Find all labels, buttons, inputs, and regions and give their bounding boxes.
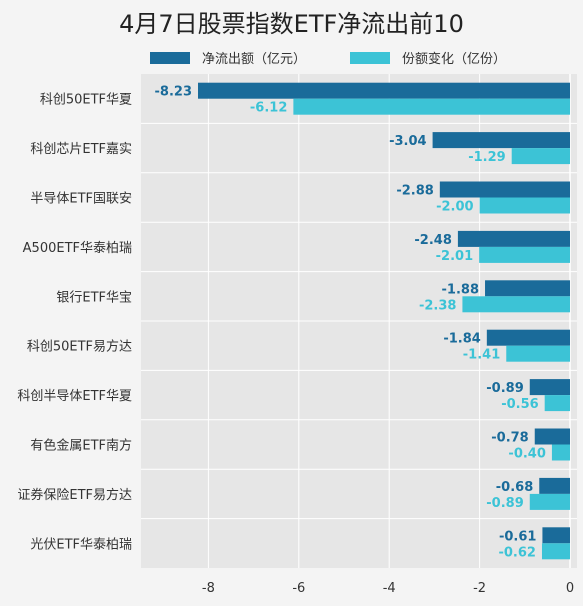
bar-outflow — [457, 230, 570, 247]
bar-share — [529, 493, 570, 510]
data-label-outflow: -1.88 — [442, 282, 479, 297]
bar-share — [462, 296, 570, 313]
bar-share — [506, 345, 570, 362]
category-label: 半导体ETF国联安 — [30, 192, 132, 207]
data-label-outflow: -0.68 — [496, 480, 533, 495]
x-tick-label: -4 — [383, 581, 396, 596]
category-label: 科创芯片ETF嘉实 — [30, 142, 132, 157]
data-label-outflow: -2.48 — [414, 233, 451, 248]
x-tick-label: -6 — [292, 581, 305, 596]
legend-swatch-share — [350, 51, 391, 64]
data-label-outflow: -0.89 — [486, 381, 523, 396]
category-label: 有色金属ETF南方 — [30, 438, 132, 454]
x-tick-label: -8 — [202, 581, 215, 596]
data-label-share: -0.40 — [508, 447, 545, 462]
data-label-share: -2.00 — [436, 200, 473, 215]
category-label: A500ETF华泰柏瑞 — [23, 241, 132, 256]
category-label: 证券保险ETF易方达 — [17, 487, 132, 503]
bar-outflow — [439, 181, 570, 198]
bar-outflow — [539, 477, 570, 494]
chart-title: 4月7日股票指数ETF净流出前10 — [119, 10, 464, 38]
bar-outflow — [534, 428, 570, 445]
x-tick-label: 0 — [566, 581, 574, 596]
data-label-share: -1.29 — [468, 150, 505, 165]
data-label-outflow: -0.61 — [499, 529, 536, 544]
data-label-share: -1.41 — [463, 348, 500, 363]
category-label: 银行ETF华宝 — [56, 290, 132, 305]
bar-share — [511, 148, 570, 165]
category-label: 科创50ETF华夏 — [40, 93, 132, 108]
bar-outflow — [198, 82, 570, 99]
bar-outflow — [432, 132, 570, 149]
category-label: 光伏ETF华泰柏瑞 — [30, 537, 132, 552]
x-tick-labels: -8 -6 -4 -2 0 — [202, 581, 574, 596]
bar-outflow — [542, 527, 570, 544]
category-label: 科创半导体ETF华夏 — [17, 389, 132, 404]
bar-outflow — [529, 379, 570, 396]
bar-share — [541, 543, 570, 560]
data-label-share: -0.62 — [498, 545, 535, 560]
bar-share — [479, 246, 570, 263]
category-label: 科创50ETF易方达 — [27, 339, 132, 355]
bar-share — [479, 197, 570, 214]
data-label-share: -0.56 — [501, 397, 538, 412]
legend-label-outflow: 净流出额（亿元） — [202, 52, 307, 67]
legend-label-share: 份额变化（亿份） — [402, 52, 507, 67]
data-label-outflow: -1.84 — [443, 332, 480, 347]
bar-share — [544, 395, 570, 412]
data-label-outflow: -3.04 — [389, 134, 426, 149]
bar-share — [551, 444, 570, 461]
legend-item-share: 份额变化（亿份） — [350, 48, 506, 67]
x-tick-label: -2 — [473, 581, 486, 596]
legend-item-outflow: 净流出额（亿元） — [150, 48, 306, 67]
data-label-share: -2.38 — [419, 298, 456, 313]
data-label-outflow: -2.88 — [396, 184, 433, 199]
data-label-outflow: -0.78 — [491, 431, 528, 446]
data-label-share: -0.89 — [486, 496, 523, 511]
data-label-outflow: -8.23 — [155, 85, 192, 100]
bar-outflow — [485, 280, 570, 297]
bar-share — [293, 98, 570, 115]
bar-outflow — [486, 329, 570, 346]
legend-swatch-outflow — [150, 51, 190, 64]
data-label-share: -2.01 — [436, 249, 473, 264]
bars: -8.23 -6.12 -3.04 -1.29 -2.88-2.00 -2.48-2.01… — [155, 82, 570, 560]
legend: 净流出额（亿元） 份额变化（亿份） — [150, 48, 506, 67]
data-label-share: -6.12 — [250, 101, 287, 116]
